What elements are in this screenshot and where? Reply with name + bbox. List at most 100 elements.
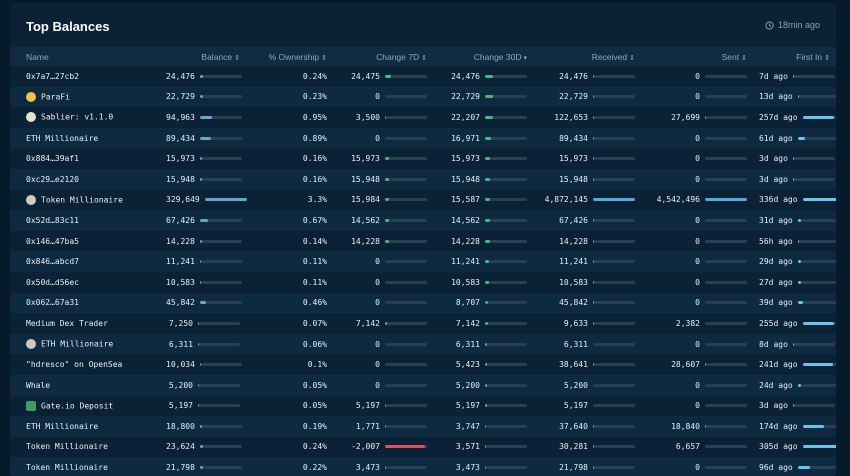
entity-name-link[interactable]: Whale [26, 380, 51, 390]
entity-name-link[interactable]: Medium Dex Trader [26, 318, 108, 328]
table-row[interactable]: ParaFi 22,729 0.23% 0 22,729 22,729 0 13d ago [10, 86, 836, 108]
name-cell[interactable]: "hdresco" on OpenSea [10, 354, 160, 375]
name-cell[interactable]: Whale [10, 374, 160, 396]
sort-icon[interactable]: ▾ [523, 54, 527, 62]
entity-name-link[interactable]: 0x50d…d56ec [26, 277, 79, 287]
name-cell[interactable]: 0xc29…e2120 [10, 168, 160, 190]
change-30d-cell: 8,707 [433, 292, 533, 314]
table-row[interactable]: Gate.io Deposit 5,197 0.05% 5,197 5,197 5,197… [10, 395, 836, 417]
ownership-value: 0.19% [302, 421, 327, 431]
name-cell[interactable]: ParaFi [10, 86, 160, 108]
table-row[interactable]: Token Millionaire 23,624 0.24% -2,007 3,571 3… [10, 436, 836, 458]
sent-cell: 0 [641, 457, 753, 476]
column-header-sent[interactable]: Sent ⇕ [641, 47, 753, 66]
name-cell[interactable]: Token Millionaire [10, 436, 160, 458]
table-row[interactable]: Medium Dex Trader 7,250 0.07% 7,142 7,142 9,6… [10, 313, 836, 334]
ownership-value: 0.46% [302, 298, 327, 308]
column-header-balance[interactable]: Balance ⇕ [160, 47, 246, 66]
name-cell[interactable]: 0x7a7…27cb2 [10, 66, 160, 87]
name-cell[interactable]: ETH Millionaire [10, 127, 160, 149]
name-cell[interactable]: Gate.io Deposit [10, 395, 160, 417]
name-cell[interactable]: 0x146…47ba5 [10, 230, 160, 252]
sort-icon[interactable]: ⇕ [421, 54, 427, 62]
entity-name-link[interactable]: "hdresco" on OpenSea [26, 360, 123, 370]
table-row[interactable]: 0x846…abcd7 11,241 0.11% 0 11,241 11,241 0 29d … [10, 251, 836, 272]
balance-cell: 15,948 [160, 168, 246, 190]
change-7d-value: 0 [375, 360, 380, 370]
name-cell[interactable]: ETH Millionaire [10, 416, 160, 437]
first-in-bar [802, 424, 836, 428]
table-row[interactable]: Sablier: v1.1.0 94,963 0.95% 3,500 22,207 122… [10, 107, 836, 128]
table-row[interactable]: Token Millionaire 329,649 3.3% 15,984 15,587… [10, 189, 836, 211]
entity-name-link[interactable]: ETH Millionaire [26, 133, 99, 143]
entity-name-link[interactable]: 0xc29…e2120 [26, 174, 79, 184]
entity-name-link[interactable]: 0x846…abcd7 [26, 257, 79, 267]
entity-name-link[interactable]: ETH Millionaire [41, 339, 114, 349]
table-row[interactable]: 0x52d…83c11 67,426 0.67% 14,562 14,562 67,426… [10, 210, 836, 231]
sort-icon[interactable]: ⇕ [629, 54, 635, 62]
table-row[interactable]: 0xc29…e2120 15,948 0.16% 15,948 15,948 15,948… [10, 168, 836, 190]
ownership-cell: 0.24% [246, 436, 333, 458]
column-header-change30d[interactable]: Change 30D ▾ [433, 47, 533, 66]
column-header-first_in[interactable]: First In ⇕ [753, 47, 836, 66]
change-30d-cell: 15,973 [433, 148, 533, 169]
name-cell[interactable]: Token Millionaire [10, 457, 160, 476]
entity-name-link[interactable]: Sablier: v1.1.0 [41, 112, 114, 122]
column-header-name[interactable]: Name [10, 47, 160, 66]
change-30d-value: 8,707 [455, 298, 480, 308]
received-bar [593, 74, 635, 78]
table-row[interactable]: Whale 5,200 0.05% 0 5,200 5,200 0 24d ago [10, 374, 836, 396]
name-cell[interactable]: 0x062…67a31 [10, 292, 160, 314]
name-cell[interactable]: 0x884…39af1 [10, 148, 160, 169]
entity-name-link[interactable]: 0x062…67a31 [26, 298, 79, 308]
sent-value: 0 [695, 277, 700, 287]
change-30d-bar [485, 136, 527, 140]
table-row[interactable]: ETH Millionaire 6,311 0.06% 0 6,311 6,311 0 8d … [10, 333, 836, 355]
column-header-received[interactable]: Received ⇕ [533, 47, 641, 66]
entity-name-link[interactable]: Token Millionaire [26, 463, 108, 473]
table-row[interactable]: 0x146…47ba5 14,228 0.14% 14,228 14,228 14,228… [10, 230, 836, 252]
name-cell[interactable]: Medium Dex Trader [10, 313, 160, 334]
name-cell[interactable]: Token Millionaire [10, 189, 160, 211]
entity-name-link[interactable]: 0x884…39af1 [26, 154, 79, 164]
name-cell[interactable]: 0x846…abcd7 [10, 251, 160, 272]
ownership-value: 0.23% [302, 92, 327, 102]
column-header-label: Change 30D [473, 51, 522, 62]
sort-icon[interactable]: ⇕ [234, 54, 240, 62]
table-row[interactable]: 0x884…39af1 15,973 0.16% 15,973 15,973 15,973… [10, 148, 836, 169]
table-row[interactable]: ETH Millionaire 89,434 0.89% 0 16,971 89,434 0… [10, 127, 836, 149]
column-header-ownership[interactable]: % Ownership ⇕ [246, 47, 333, 66]
table-row[interactable]: Token Millionaire 21,798 0.22% 3,473 3,473 21… [10, 457, 836, 476]
entity-name-link[interactable]: 0x52d…83c11 [26, 215, 79, 225]
balance-value: 15,973 [166, 154, 195, 164]
change-7d-bar [385, 424, 427, 428]
table-row[interactable]: 0x50d…d56ec 10,583 0.11% 0 10,583 10,583 0 27d … [10, 271, 836, 293]
sort-icon[interactable]: ⇕ [741, 54, 747, 62]
change-7d-bar [385, 136, 427, 140]
table-row[interactable]: "hdresco" on OpenSea 10,034 0.1% 0 5,423 38,6… [10, 354, 836, 375]
balance-bar-fill [199, 466, 203, 470]
column-header-change7d[interactable]: Change 7D ⇕ [333, 47, 433, 66]
name-cell[interactable]: 0x52d…83c11 [10, 210, 160, 231]
name-cell[interactable]: Sablier: v1.1.0 [10, 107, 160, 128]
ownership-cell: 3.3% [246, 189, 333, 211]
sort-icon[interactable]: ⇕ [824, 54, 830, 62]
balance-value: 7,250 [168, 318, 193, 328]
entity-name-link[interactable]: Token Millionaire [41, 195, 123, 205]
entity-name-link[interactable]: ParaFi [41, 92, 70, 102]
sent-cell: 0 [641, 127, 753, 149]
entity-name-link[interactable]: 0x7a7…27cb2 [26, 71, 79, 81]
balance-cell: 15,973 [160, 148, 246, 169]
table-row[interactable]: 0x062…67a31 45,842 0.46% 0 8,707 45,842 0 39d a… [10, 292, 836, 314]
received-cell: 10,583 [533, 271, 641, 293]
entity-name-link[interactable]: 0x146…47ba5 [26, 236, 79, 246]
entity-name-link[interactable]: ETH Millionaire [26, 421, 99, 431]
name-cell[interactable]: ETH Millionaire [10, 333, 160, 355]
table-row[interactable]: 0x7a7…27cb2 24,476 0.24% 24,475 24,476 24,476… [10, 66, 836, 87]
name-cell[interactable]: 0x50d…d56ec [10, 271, 160, 293]
entity-name-link[interactable]: Gate.io Deposit [41, 401, 114, 411]
sent-value: 0 [695, 71, 700, 81]
entity-name-link[interactable]: Token Millionaire [26, 442, 108, 452]
sort-icon[interactable]: ⇕ [321, 54, 327, 62]
table-row[interactable]: ETH Millionaire 18,800 0.19% 1,771 3,747 37,6… [10, 416, 836, 437]
